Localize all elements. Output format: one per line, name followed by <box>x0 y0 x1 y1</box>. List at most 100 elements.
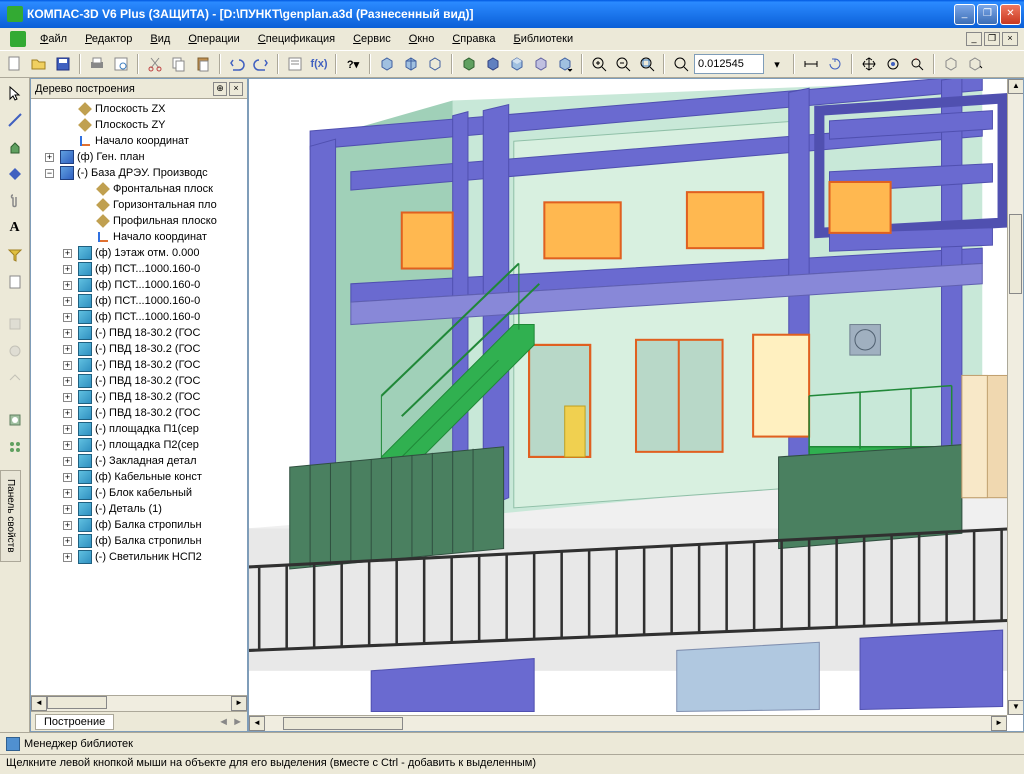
filter-tool-icon[interactable] <box>3 243 27 267</box>
tree-node[interactable]: −(-) База ДРЭУ. Производс <box>31 165 247 181</box>
vp-scroll-left-button[interactable]: ◄ <box>249 716 265 731</box>
tree-node[interactable]: Начало координат <box>31 229 247 245</box>
menu-Редактор[interactable]: Редактор <box>77 31 140 47</box>
vp-vscroll-thumb[interactable] <box>1009 214 1022 294</box>
rotate-button[interactable] <box>824 53 846 75</box>
tree-scroll-left-button[interactable]: ◄ <box>31 696 47 711</box>
scale-dropdown-button[interactable]: ▾ <box>766 53 788 75</box>
viewport-vscrollbar[interactable]: ▲ ▼ <box>1007 79 1023 715</box>
tree-node[interactable]: +(ф) 1этаж отм. 0.000 <box>31 245 247 261</box>
tree-node[interactable]: Плоскость ZY <box>31 117 247 133</box>
tree-footer-tab[interactable]: Построение <box>35 714 114 730</box>
view-shaded-button[interactable] <box>458 53 480 75</box>
tree-node[interactable]: +(ф) ПСТ...1000.160-0 <box>31 277 247 293</box>
open-button[interactable] <box>28 53 50 75</box>
tree-node[interactable]: +(-) Деталь (1) <box>31 501 247 517</box>
box1-button[interactable] <box>940 53 962 75</box>
tree-expander[interactable]: − <box>45 169 54 178</box>
menu-Библиотеки[interactable]: Библиотеки <box>506 31 582 47</box>
tree-expander[interactable]: + <box>63 473 72 482</box>
tree-node[interactable]: +(ф) ПСТ...1000.160-0 <box>31 293 247 309</box>
view-hidden-button[interactable] <box>482 53 504 75</box>
tree-close-button[interactable]: × <box>229 82 243 96</box>
maximize-button[interactable]: ❐ <box>977 4 998 25</box>
view-iso-button[interactable] <box>376 53 398 75</box>
tree-node[interactable]: +(-) ПВД 18-30.2 (ГОС <box>31 405 247 421</box>
tree-node[interactable]: +(ф) ПСТ...1000.160-0 <box>31 261 247 277</box>
menu-Справка[interactable]: Справка <box>444 31 503 47</box>
view-shaded2-button[interactable] <box>506 53 528 75</box>
scale-input[interactable] <box>694 54 764 74</box>
paste-button[interactable] <box>192 53 214 75</box>
tree-expander[interactable]: + <box>63 441 72 450</box>
clip-tool-icon[interactable] <box>3 189 27 213</box>
tree-expander[interactable]: + <box>63 297 72 306</box>
tree-body[interactable]: Плоскость ZXПлоскость ZY Начало координат… <box>31 99 247 695</box>
tree-node[interactable]: +(ф) ПСТ...1000.160-0 <box>31 309 247 325</box>
tree-node[interactable]: +(ф) Ген. план <box>31 149 247 165</box>
zoom-fit-button[interactable] <box>636 53 658 75</box>
tree-hscrollbar[interactable]: ◄ ► <box>31 695 247 711</box>
sketch1-tool-icon[interactable] <box>3 312 27 336</box>
tree-expander[interactable]: + <box>63 249 72 258</box>
vp-scroll-up-button[interactable]: ▲ <box>1008 79 1024 94</box>
save-button[interactable] <box>52 53 74 75</box>
tree-expander[interactable]: + <box>63 377 72 386</box>
new-button[interactable] <box>4 53 26 75</box>
tree-expander[interactable]: + <box>63 265 72 274</box>
tree-node[interactable]: Плоскость ZX <box>31 101 247 117</box>
tree-expander[interactable]: + <box>45 153 54 162</box>
tree-expander[interactable]: + <box>63 345 72 354</box>
view-dropdown-button[interactable] <box>554 53 576 75</box>
tree-expander[interactable]: + <box>63 553 72 562</box>
tree-expander[interactable]: + <box>63 537 72 546</box>
text-tool-icon[interactable]: A <box>3 216 27 240</box>
extrude-tool-icon[interactable] <box>3 135 27 159</box>
tree-node[interactable]: +(-) площадка П1(сер <box>31 421 247 437</box>
close-button[interactable]: ✕ <box>1000 4 1021 25</box>
redo-button[interactable] <box>250 53 272 75</box>
tree-expander[interactable]: + <box>63 313 72 322</box>
viewport-3d[interactable]: ▲ ▼ ◄ ► <box>248 78 1024 732</box>
tree-node[interactable]: Фронтальная плоск <box>31 181 247 197</box>
tree-node[interactable]: +(-) ПВД 18-30.2 (ГОС <box>31 373 247 389</box>
preview-button[interactable] <box>110 53 132 75</box>
help-button[interactable]: ?▾ <box>342 53 364 75</box>
tree-pin-button[interactable]: ⊕ <box>213 82 227 96</box>
tree-expander[interactable]: + <box>63 393 72 402</box>
tree-node[interactable]: +(-) площадка П2(сер <box>31 437 247 453</box>
menu-Файл[interactable]: Файл <box>32 31 75 47</box>
tree-node[interactable]: +(-) Блок кабельный <box>31 485 247 501</box>
tree-node[interactable]: +(-) Закладная детал <box>31 453 247 469</box>
tree-scroll-right-button[interactable]: ► <box>231 696 247 711</box>
tree-node[interactable]: +(ф) Балка стропильн <box>31 517 247 533</box>
view-wireframe-button[interactable] <box>424 53 446 75</box>
tree-expander[interactable]: + <box>63 281 72 290</box>
mdi-restore-button[interactable]: ❐ <box>984 32 1000 46</box>
sketch3-tool-icon[interactable] <box>3 366 27 390</box>
mdi-close-button[interactable]: × <box>1002 32 1018 46</box>
tree-expander[interactable]: + <box>63 361 72 370</box>
zoom-in-button[interactable] <box>588 53 610 75</box>
copy-button[interactable] <box>168 53 190 75</box>
doc-tool-icon[interactable] <box>3 270 27 294</box>
sketch2-tool-icon[interactable] <box>3 339 27 363</box>
undo-button[interactable] <box>226 53 248 75</box>
pan-button[interactable] <box>858 53 880 75</box>
menu-Спецификация[interactable]: Спецификация <box>250 31 343 47</box>
tree-node[interactable]: +(-) ПВД 18-30.2 (ГОС <box>31 341 247 357</box>
zoom-window-button[interactable] <box>670 53 692 75</box>
mdi-minimize-button[interactable]: _ <box>966 32 982 46</box>
tree-expander[interactable]: + <box>63 409 72 418</box>
vp-scroll-right-button[interactable]: ► <box>991 716 1007 731</box>
tree-node[interactable]: Горизонтальная пло <box>31 197 247 213</box>
tree-expander[interactable]: + <box>63 425 72 434</box>
tree-expander[interactable]: + <box>63 505 72 514</box>
hole-tool-icon[interactable] <box>3 408 27 432</box>
menu-Операции[interactable]: Операции <box>180 31 247 47</box>
pattern-tool-icon[interactable] <box>3 435 27 459</box>
tree-node[interactable]: +(-) ПВД 18-30.2 (ГОС <box>31 389 247 405</box>
spec-button[interactable] <box>284 53 306 75</box>
measure-button[interactable] <box>800 53 822 75</box>
view-persp-button[interactable] <box>530 53 552 75</box>
